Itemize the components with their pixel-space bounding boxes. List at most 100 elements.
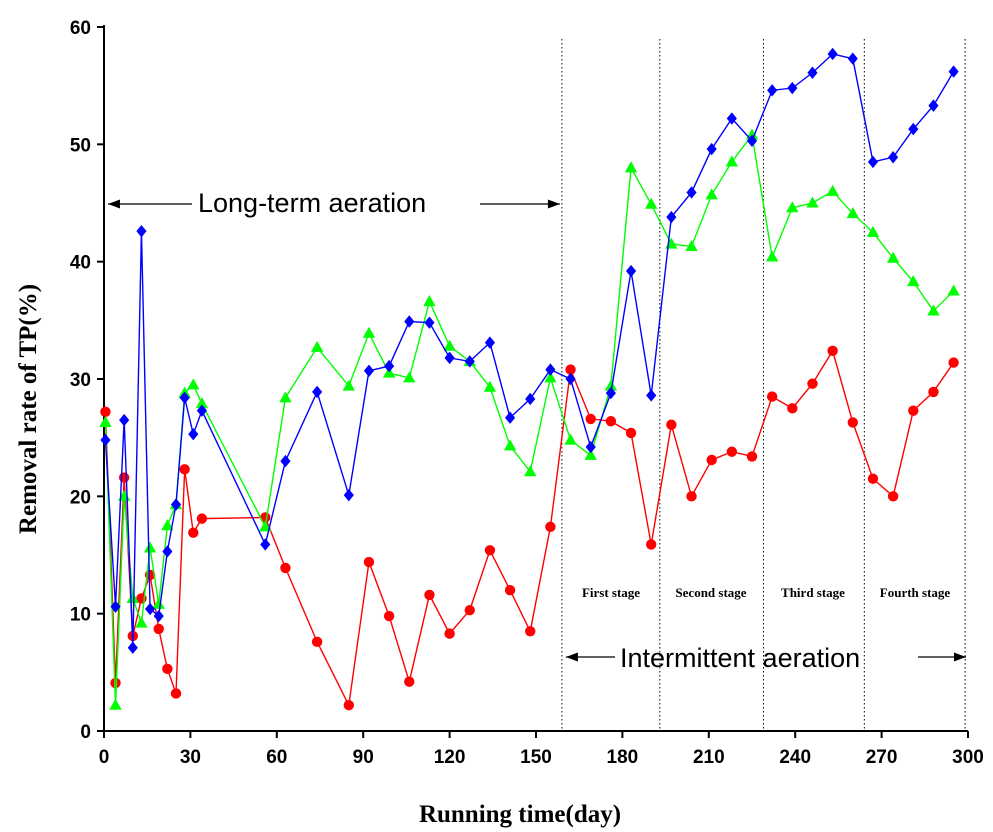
data-point-diamond bbox=[188, 427, 199, 441]
data-point-circle bbox=[726, 446, 738, 457]
data-point-circle bbox=[179, 464, 190, 475]
series-triangle bbox=[99, 128, 960, 710]
data-point-circle bbox=[311, 636, 323, 648]
data-point-circle bbox=[746, 451, 758, 462]
data-point-diamond bbox=[767, 84, 778, 97]
data-point-circle bbox=[565, 364, 576, 375]
data-point-triangle bbox=[99, 415, 112, 427]
data-point-circle bbox=[343, 699, 354, 711]
data-point-diamond bbox=[196, 404, 208, 417]
y-tick-label: 60 bbox=[70, 18, 91, 39]
data-point-circle bbox=[170, 688, 182, 699]
data-point-circle bbox=[162, 663, 173, 675]
x-tick-label: 150 bbox=[520, 747, 552, 768]
stage-label-third: Third stage bbox=[781, 585, 845, 600]
x-tick-label: 300 bbox=[952, 747, 984, 768]
data-point-circle bbox=[948, 357, 959, 368]
data-point-triangle bbox=[685, 239, 698, 251]
data-point-circle bbox=[118, 472, 130, 483]
data-point-diamond bbox=[444, 351, 455, 365]
data-point-circle bbox=[153, 623, 164, 635]
data-point-triangle bbox=[947, 284, 960, 296]
data-point-triangle bbox=[544, 371, 557, 383]
data-point-circle bbox=[867, 473, 879, 484]
data-point-triangle bbox=[846, 207, 859, 219]
long-term-aeration-label: Long-term aeration bbox=[198, 188, 426, 218]
x-tick-label: 210 bbox=[693, 747, 725, 768]
data-point-triangle bbox=[806, 196, 819, 208]
data-point-diamond bbox=[404, 315, 415, 328]
series-line bbox=[104, 53, 955, 648]
data-point-diamond bbox=[726, 112, 737, 125]
data-point-circle bbox=[100, 406, 111, 418]
data-point-circle bbox=[464, 604, 475, 616]
data-point-circle bbox=[196, 513, 208, 524]
data-point-diamond bbox=[162, 545, 173, 558]
axis-ticks: 0 30 60 90 120 150 180 210 240 270 300 0 10 20 30 40 50 6… bbox=[70, 18, 984, 768]
data-point-diamond bbox=[170, 498, 182, 511]
data-point-triangle bbox=[143, 541, 157, 553]
data-point-triangle bbox=[624, 161, 638, 173]
data-point-circle bbox=[260, 512, 271, 523]
data-point-diamond bbox=[928, 99, 939, 112]
data-point-triangle bbox=[423, 295, 436, 307]
data-point-diamond bbox=[136, 224, 147, 238]
data-point-circle bbox=[928, 386, 939, 398]
data-point-triangle bbox=[524, 465, 537, 477]
data-point-triangle bbox=[765, 250, 779, 262]
data-point-triangle bbox=[483, 380, 497, 392]
x-tick-label: 270 bbox=[866, 747, 898, 768]
data-point-diamond bbox=[706, 142, 717, 156]
data-point-circle bbox=[908, 405, 919, 416]
data-point-diamond bbox=[127, 641, 138, 654]
data-point-diamond bbox=[484, 336, 496, 349]
data-point-circle bbox=[887, 491, 899, 502]
data-point-diamond bbox=[686, 186, 697, 199]
data-point-triangle bbox=[342, 379, 355, 391]
data-point-circle bbox=[504, 585, 516, 596]
data-point-diamond bbox=[153, 609, 164, 623]
data-point-circle bbox=[706, 454, 717, 466]
data-point-triangle bbox=[135, 616, 148, 628]
data-point-diamond bbox=[585, 440, 596, 454]
data-point-circle bbox=[444, 628, 455, 639]
data-point-diamond bbox=[119, 413, 130, 427]
data-point-diamond bbox=[424, 316, 435, 329]
data-point-diamond bbox=[280, 454, 291, 468]
data-point-triangle bbox=[665, 237, 678, 249]
stage-dividers bbox=[561, 39, 966, 731]
data-point-diamond bbox=[625, 264, 637, 278]
data-point-circle bbox=[404, 676, 415, 687]
data-point-circle bbox=[188, 527, 199, 538]
long-term-arrow-right-head bbox=[547, 199, 560, 209]
data-point-triangle bbox=[927, 304, 940, 316]
x-axis-title: Running time(day) bbox=[419, 801, 621, 828]
data-point-circle bbox=[827, 345, 838, 357]
data-point-triangle bbox=[279, 391, 292, 403]
x-tick-label: 180 bbox=[607, 747, 639, 768]
data-point-triangle bbox=[310, 340, 324, 352]
data-point-diamond bbox=[504, 411, 516, 424]
annotation-arrows bbox=[108, 199, 966, 662]
data-point-diamond bbox=[179, 391, 190, 404]
data-point-triangle bbox=[403, 371, 416, 383]
long-term-arrow-left-head bbox=[108, 199, 120, 209]
data-point-diamond bbox=[525, 392, 536, 406]
data-point-circle bbox=[625, 427, 637, 439]
series-line bbox=[104, 349, 955, 708]
data-point-diamond bbox=[948, 65, 959, 78]
x-tick-label: 120 bbox=[434, 747, 466, 768]
data-point-diamond bbox=[260, 538, 271, 551]
y-tick-label: 50 bbox=[70, 135, 91, 156]
y-tick-label: 0 bbox=[80, 722, 91, 743]
data-point-triangle bbox=[152, 597, 165, 609]
data-point-triangle bbox=[584, 448, 597, 460]
intermittent-aeration-label: Intermittent aeration bbox=[620, 643, 860, 673]
data-point-triangle bbox=[161, 519, 174, 531]
data-point-diamond bbox=[746, 134, 758, 148]
data-point-diamond bbox=[343, 488, 354, 502]
data-point-triangle bbox=[886, 251, 900, 263]
data-point-circle bbox=[363, 556, 375, 568]
data-point-triangle bbox=[725, 155, 739, 167]
data-point-triangle bbox=[826, 184, 839, 196]
